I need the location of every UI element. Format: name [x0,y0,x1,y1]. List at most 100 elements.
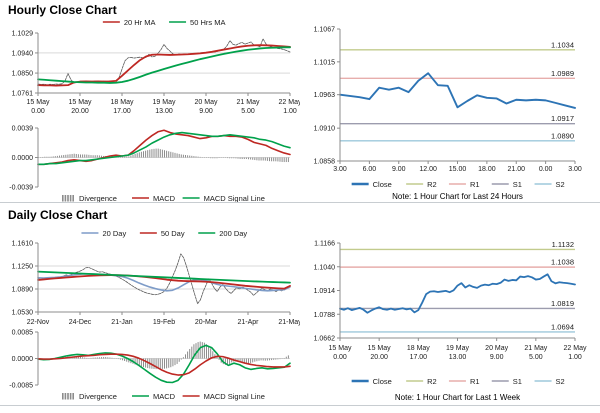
series-close [339,72,576,109]
sr-24h-chart-canvas: 3.00 6.00 9.00 12.00 15.00 18.00 21.00 0.00 3.00… [314,27,582,189]
svg-text:21-Jan: 21-Jan [111,319,133,326]
legend-item-macd-signal-line: MACD Signal Line [182,392,265,401]
svg-text:18.00: 18.00 [478,166,496,173]
legend-item-s2: S2 [534,180,565,189]
hourly-close-chart-title: Hourly Close Chart [8,3,117,17]
svg-text:20-Mar: 20-Mar [195,319,218,326]
legend-item-20-day: 20 Day [81,229,126,238]
svg-text:1.0890: 1.0890 [551,131,574,140]
svg-text:24-Dec: 24-Dec [69,319,92,326]
svg-text:1.0858: 1.0858 [314,159,336,166]
svg-text:1.0890: 1.0890 [12,287,34,294]
legend-item-r2: R2 [406,377,437,386]
horizontal-separator-middle [0,202,600,203]
svg-text:0.00: 0.00 [31,108,45,115]
svg-text:1.0910: 1.0910 [314,126,336,133]
series-macd [37,344,291,384]
series-50-hrs-ma [37,46,291,84]
svg-text:21 May: 21 May [524,345,547,352]
svg-text:1.1038: 1.1038 [551,258,574,267]
svg-text:0.0085: 0.0085 [12,330,34,337]
svg-text:Divergence: Divergence [79,194,117,203]
svg-text:3.00: 3.00 [333,166,347,173]
sr-24h-note: Note: 1 Hour Chart for Last 24 Hours [392,192,523,201]
hourly-close-chart-canvas: 15 May 0.00 15 May 20.00 18 May 17.00 19 May 13… [9,18,300,203]
svg-text:19 May: 19 May [153,99,176,106]
svg-text:1.1250: 1.1250 [12,264,34,271]
svg-text:MACD: MACD [153,392,176,401]
svg-text:20.00: 20.00 [370,354,388,361]
svg-text:1.0530: 1.0530 [12,310,34,317]
legend-item-s1: S1 [491,377,522,386]
legend-item-macd-signal-line: MACD Signal Line [182,194,265,203]
sr-1week-chart-canvas: 15 May 0.00 15 May 20.00 18 May 17.00 19 May 13… [314,240,587,386]
daily-close-chart-title: Daily Close Chart [8,208,108,222]
svg-text:R2: R2 [427,180,437,189]
series-macd-signal-line [37,131,291,166]
svg-text:1.0761: 1.0761 [12,91,34,98]
svg-text:9.00: 9.00 [392,166,406,173]
legend-item-50-hrs-ma: 50 Hrs MA [169,18,225,27]
legend-item-200-day: 200 Day [198,229,247,238]
svg-text:17.00: 17.00 [113,108,131,115]
svg-text:1.1132: 1.1132 [552,240,574,249]
series-20-hr-ma [37,44,291,87]
svg-text:1.0694: 1.0694 [551,322,574,331]
svg-text:21 May: 21 May [237,99,260,106]
daily-close-panel: 22-Nov 24-Dec 21-Jan 19-Feb 20-Mar 21-Apr 21-M… [0,203,300,413]
svg-text:1.0662: 1.0662 [314,336,336,343]
svg-text:19 May: 19 May [446,345,469,352]
svg-text:15 May: 15 May [368,345,391,352]
svg-text:MACD: MACD [153,194,176,203]
svg-text:15 May: 15 May [69,99,92,106]
legend-item-divergence: Divergence [62,194,117,203]
svg-text:0.0039: 0.0039 [12,126,34,133]
svg-text:20 May: 20 May [485,345,508,352]
svg-text:1.00: 1.00 [283,108,297,115]
svg-text:0.00: 0.00 [333,354,347,361]
svg-text:1.1166: 1.1166 [314,241,335,248]
sr-24h-panel: 3.00 6.00 9.00 12.00 15.00 18.00 21.00 0.00 3.00… [300,0,600,203]
legend-item-close: Close [351,377,392,386]
svg-text:1.1029: 1.1029 [12,31,34,38]
svg-text:17.00: 17.00 [410,354,428,361]
svg-text:S1: S1 [513,180,522,189]
svg-text:Close: Close [373,180,392,189]
legend-item-r2: R2 [406,180,437,189]
series-close [339,273,576,314]
svg-text:22-Nov: 22-Nov [27,319,50,326]
svg-text:1.0963: 1.0963 [314,92,336,99]
svg-text:0.0000: 0.0000 [12,155,34,162]
svg-text:1.0940: 1.0940 [12,50,34,57]
svg-text:5.00: 5.00 [529,354,543,361]
svg-text:21-Apr: 21-Apr [237,319,259,326]
svg-text:15 May: 15 May [27,99,50,106]
svg-text:9.00: 9.00 [199,108,213,115]
sr-1week-panel: 15 May 0.00 15 May 20.00 18 May 17.00 19 May 13… [300,203,600,413]
svg-text:1.1040: 1.1040 [314,264,336,271]
svg-text:1.1015: 1.1015 [314,59,336,66]
svg-text:13.00: 13.00 [155,108,173,115]
svg-text:1.0788: 1.0788 [314,312,336,319]
svg-text:21-May: 21-May [278,319,300,326]
svg-text:0.0000: 0.0000 [12,356,34,363]
svg-text:1.00: 1.00 [568,354,582,361]
svg-text:MACD Signal Line: MACD Signal Line [204,392,265,401]
svg-text:1.1034: 1.1034 [551,40,574,49]
svg-text:5.00: 5.00 [241,108,255,115]
legend-item-macd: MACD [132,194,176,203]
svg-text:1.1067: 1.1067 [314,27,336,34]
svg-text:18 May: 18 May [407,345,430,352]
svg-text:R1: R1 [470,180,480,189]
svg-text:Close: Close [373,377,392,386]
svg-text:200 Day: 200 Day [219,229,247,238]
svg-text:Divergence: Divergence [79,392,117,401]
svg-text:20 Day: 20 Day [102,229,126,238]
hourly-close-panel: 15 May 0.00 15 May 20.00 18 May 17.00 19 May 13… [0,0,300,203]
svg-text:R1: R1 [470,377,480,386]
svg-text:18 May: 18 May [111,99,134,106]
svg-text:19-Feb: 19-Feb [153,319,175,326]
svg-text:-0.0085: -0.0085 [9,383,33,390]
svg-text:20 Hr MA: 20 Hr MA [124,18,156,27]
